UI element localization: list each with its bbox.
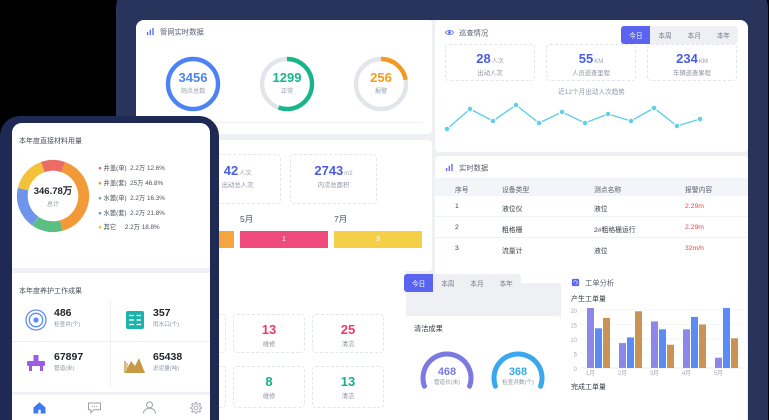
svg-text:0: 0 — [574, 367, 578, 373]
svg-text:3月: 3月 — [650, 370, 659, 376]
svg-text:5: 5 — [574, 353, 578, 359]
svg-text:10: 10 — [570, 338, 577, 344]
svg-text:1月: 1月 — [586, 370, 595, 376]
svg-text:15: 15 — [570, 324, 577, 330]
svg-text:4月: 4月 — [682, 370, 691, 376]
svg-text:2月: 2月 — [618, 370, 627, 376]
svg-text:5月: 5月 — [714, 370, 723, 376]
svg-text:20: 20 — [570, 309, 577, 315]
